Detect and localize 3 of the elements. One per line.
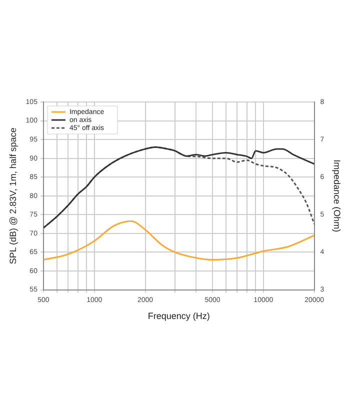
y2-axis-title: Impedance (Ohm) bbox=[332, 160, 342, 232]
x-axis-title: Frequency (Hz) bbox=[148, 311, 210, 322]
y-axis-title: SPL (dB) @ 2.83V, 1m, half space bbox=[8, 128, 18, 264]
